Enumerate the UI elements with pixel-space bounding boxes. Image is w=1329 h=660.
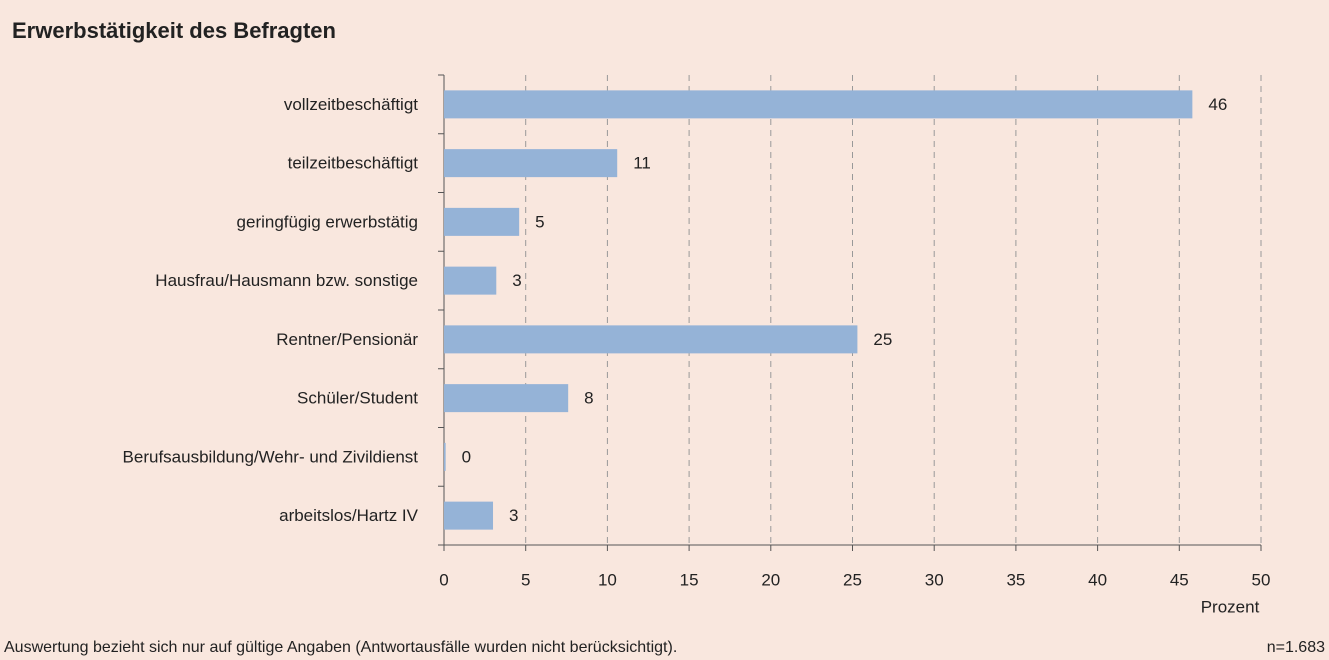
bar [444, 266, 497, 295]
y-tick-label: Schüler/Student [297, 389, 418, 408]
x-tick-label: 5 [521, 570, 530, 589]
x-tick-label: 10 [598, 570, 617, 589]
x-tick-label: 50 [1252, 570, 1271, 589]
bar [444, 501, 494, 530]
x-tick-label: 40 [1088, 570, 1107, 589]
x-tick-label: 25 [843, 570, 862, 589]
value-label: 3 [509, 506, 518, 525]
x-tick-label: 35 [1006, 570, 1025, 589]
x-tick-label: 30 [925, 570, 944, 589]
y-tick-label: Berufsausbildung/Wehr- und Zivildienst [123, 447, 419, 466]
bar [444, 90, 1193, 119]
y-tick-label: vollzeitbeschäftigt [284, 95, 418, 114]
value-label: 0 [462, 447, 471, 466]
x-tick-label: 15 [680, 570, 699, 589]
chart-title: Erwerbstätigkeit des Befragten [12, 18, 336, 43]
bar [444, 442, 446, 471]
bar [444, 149, 618, 178]
footnote: Auswertung bezieht sich nur auf gültige … [4, 639, 677, 656]
y-tick-label: Hausfrau/Hausmann bzw. sonstige [155, 271, 418, 290]
x-tick-label: 20 [761, 570, 780, 589]
value-label: 11 [633, 154, 651, 173]
y-tick-label: Rentner/Pensionär [276, 330, 418, 349]
bar [444, 325, 858, 354]
value-label: 5 [535, 212, 544, 231]
x-tick-label: 45 [1170, 570, 1189, 589]
sample-size: n=1.683 [1267, 639, 1325, 656]
y-tick-label: teilzeitbeschäftigt [288, 154, 419, 173]
y-tick-label: geringfügig erwerbstätig [237, 212, 418, 231]
y-tick-label: arbeitslos/Hartz IV [279, 506, 419, 525]
value-label: 25 [873, 330, 892, 349]
bar [444, 384, 569, 413]
value-label: 8 [584, 389, 593, 408]
value-label: 46 [1208, 95, 1227, 114]
bar [444, 207, 520, 236]
value-label: 3 [512, 271, 521, 290]
x-axis-label: Prozent [1201, 597, 1260, 616]
x-tick-label: 0 [439, 570, 448, 589]
